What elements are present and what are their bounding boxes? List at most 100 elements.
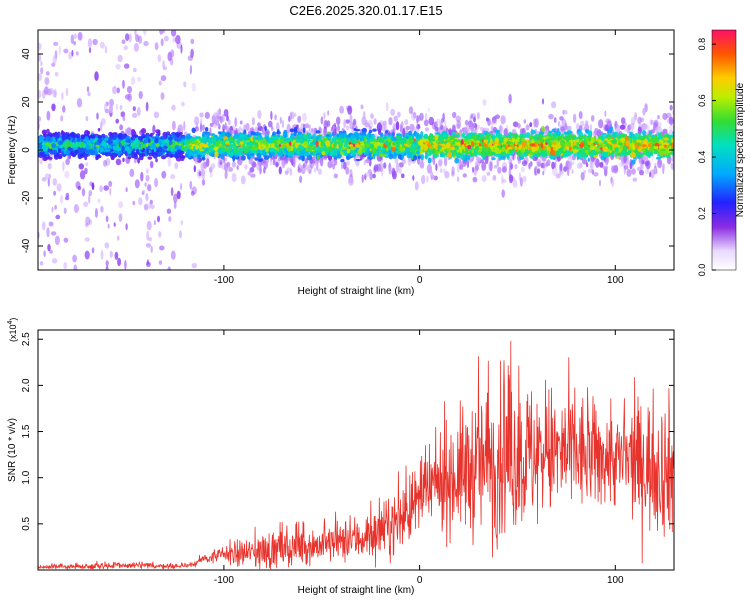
spectrogram-noise-cell <box>145 243 152 248</box>
spectrogram-noise-cell <box>270 110 273 120</box>
spectrogram-noise-cell <box>84 237 91 242</box>
spectrogram-noise-cell <box>276 122 280 132</box>
spectrogram-noise-cell <box>228 119 231 126</box>
spectrogram-noise-cell <box>180 220 183 226</box>
spectrogram-noise-cell <box>326 120 331 127</box>
spectrogram-noise-cell <box>442 168 447 174</box>
spectrogram-band-cell <box>293 131 297 137</box>
spectrogram-noise-cell <box>671 154 674 162</box>
spectrogram-noise-cell <box>525 124 530 131</box>
spectrogram-noise-cell <box>388 162 392 172</box>
spectrogram-noise-cell <box>649 169 655 179</box>
spectrogram-noise-cell <box>62 105 66 113</box>
spectrogram-noise-cell <box>360 104 364 110</box>
spectrogram-noise-cell <box>194 116 200 126</box>
spectrogram-noise-cell <box>284 170 289 175</box>
spectrogram-noise-cell <box>564 122 568 130</box>
spectrogram-noise-cell <box>65 196 70 201</box>
spectrogram-band-cell <box>256 135 261 142</box>
spectrogram-noise-cell <box>199 118 203 125</box>
spectrogram-noise-cell <box>40 67 44 75</box>
spectrogram-noise-cell <box>470 113 473 119</box>
spectrogram-band-cell <box>301 133 305 137</box>
spectrogram-noise-cell <box>132 106 136 111</box>
spectrogram-noise-cell <box>488 161 493 172</box>
spectrogram-noise-cell <box>249 167 255 173</box>
spectrogram-noise-cell <box>167 51 173 62</box>
spectrogram-noise-cell <box>472 176 478 183</box>
spectrogram-noise-cell <box>341 162 344 170</box>
spectrogram-noise-cell <box>52 178 57 186</box>
spectrogram-noise-cell <box>63 48 69 54</box>
spectrogram-noise-cell <box>162 60 165 70</box>
spectrogram-noise-cell <box>443 156 448 167</box>
spectrogram-noise-cell <box>47 177 50 187</box>
spectrogram-noise-cell <box>81 188 86 197</box>
spectrogram-noise-cell <box>100 250 104 260</box>
spectrogram-noise-cell <box>87 91 91 97</box>
spectrogram-noise-cell <box>157 215 160 223</box>
spectrogram-noise-cell <box>618 161 623 168</box>
spectrogram-noise-cell <box>199 112 204 118</box>
spectrogram-noise-cell <box>79 170 86 180</box>
spectrogram-noise-cell <box>65 87 69 97</box>
spectrogram-noise-cell <box>105 260 109 267</box>
spectrogram-band-cell <box>263 155 270 160</box>
spectrogram-noise-cell <box>645 169 650 174</box>
spectrogram-noise-cell <box>122 79 125 89</box>
spectrogram-noise-cell <box>636 166 642 171</box>
spectrogram-noise-cell <box>126 127 132 136</box>
spectrogram-noise-cell <box>656 121 662 129</box>
spectrogram-noise-cell <box>327 160 334 168</box>
spectrogram-noise-cell <box>562 109 565 116</box>
spectrogram-noise-cell <box>383 162 387 169</box>
spectrogram-noise-cell <box>251 117 255 126</box>
spectrogram-noise-cell <box>456 162 460 173</box>
spectrogram-noise-cell <box>109 98 114 107</box>
spectrogram-noise-cell <box>259 165 262 175</box>
spectrogram-noise-cell <box>47 244 51 252</box>
spectrogram-noise-cell <box>345 160 350 166</box>
spectrogram-noise-cell <box>587 168 594 174</box>
spectrogram-noise-cell <box>105 265 109 270</box>
spectrogram-noise-cell <box>336 124 341 132</box>
spectrogram-noise-cell <box>468 159 472 164</box>
spectrogram-noise-cell <box>642 108 646 116</box>
spectrogram-noise-cell <box>345 119 351 124</box>
spectrogram-noise-cell <box>218 108 221 115</box>
spectrogram-noise-cell <box>508 158 513 165</box>
spectrogram-noise-cell <box>463 128 469 133</box>
spectrogram-noise-cell <box>296 124 299 129</box>
spectrogram-noise-cell <box>237 158 243 166</box>
spectrogram-noise-cell <box>87 91 91 97</box>
spectrogram-band-cell <box>127 156 132 160</box>
spectrogram-noise-cell <box>46 71 50 76</box>
spectrogram-noise-cell <box>256 161 261 171</box>
spectrogram-noise-cell <box>201 169 206 177</box>
spectrogram-noise-cell <box>145 261 151 267</box>
spectrogram-band-cell <box>84 156 88 161</box>
spectrogram-noise-cell <box>621 156 626 164</box>
spectrogram-noise-cell <box>126 86 133 94</box>
spectrogram-noise-cell <box>52 90 57 98</box>
spectrogram-band-cell <box>548 130 553 134</box>
spectrogram-noise-cell <box>631 168 636 175</box>
spectrogram-noise-cell <box>523 119 526 124</box>
spectrogram-noise-cell <box>146 259 149 266</box>
spectrogram-noise-cell <box>163 35 169 42</box>
spectrogram-noise-cell <box>119 104 123 111</box>
spectrogram-noise-cell <box>347 105 353 115</box>
spectrogram-noise-cell <box>48 173 52 179</box>
spectrogram-noise-cell <box>349 122 355 130</box>
spectrogram-noise-cell <box>149 199 153 205</box>
spectrogram-noise-cell <box>190 38 195 45</box>
spectrogram-noise-cell <box>85 162 89 167</box>
spectrogram-noise-cell <box>297 115 302 124</box>
spectrogram-noise-cell <box>339 105 344 114</box>
spectrogram-noise-cell <box>134 30 137 37</box>
spectrogram-noise-cell <box>154 42 159 51</box>
spectrogram-noise-cell <box>265 158 269 164</box>
spectrogram-noise-cell <box>657 158 663 169</box>
spectrogram-noise-cell <box>134 179 140 189</box>
spectrogram-noise-cell <box>74 33 77 39</box>
